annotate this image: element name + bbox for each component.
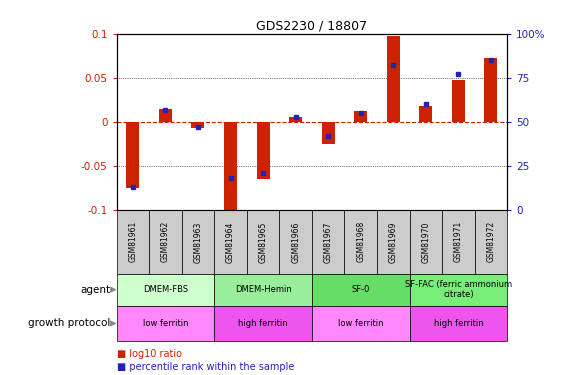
Bar: [354, 111, 367, 122]
Bar: [419, 106, 433, 122]
Bar: [312, 306, 409, 341]
Text: GSM81972: GSM81972: [486, 221, 496, 262]
Bar: [312, 274, 409, 306]
Bar: [377, 210, 409, 274]
Text: ■ percentile rank within the sample: ■ percentile rank within the sample: [117, 362, 294, 372]
Text: SF-0: SF-0: [352, 285, 370, 294]
Bar: [214, 306, 312, 341]
Bar: [345, 210, 377, 274]
Text: growth protocol: growth protocol: [29, 318, 111, 328]
Bar: [117, 210, 149, 274]
Bar: [322, 122, 335, 144]
Bar: [149, 210, 182, 274]
Title: GDS2230 / 18807: GDS2230 / 18807: [257, 20, 367, 33]
Bar: [484, 58, 497, 122]
Text: GSM81970: GSM81970: [422, 221, 430, 262]
Bar: [159, 109, 172, 122]
Bar: [289, 117, 302, 122]
Text: low ferritin: low ferritin: [338, 319, 384, 328]
Text: GSM81964: GSM81964: [226, 221, 235, 262]
Bar: [442, 210, 475, 274]
Bar: [214, 210, 247, 274]
Text: GSM81962: GSM81962: [161, 221, 170, 262]
Bar: [127, 122, 139, 188]
Bar: [409, 306, 507, 341]
Text: agent: agent: [80, 285, 111, 295]
Text: high ferritin: high ferritin: [238, 319, 288, 328]
Bar: [452, 80, 465, 122]
Text: ■ log10 ratio: ■ log10 ratio: [117, 350, 181, 359]
Text: GSM81963: GSM81963: [194, 221, 202, 262]
Bar: [224, 122, 237, 214]
Bar: [475, 210, 507, 274]
Text: GSM81967: GSM81967: [324, 221, 333, 262]
Bar: [409, 210, 442, 274]
Bar: [279, 210, 312, 274]
Bar: [191, 122, 205, 128]
Bar: [247, 210, 279, 274]
Text: GSM81968: GSM81968: [356, 221, 365, 262]
Bar: [182, 210, 214, 274]
Bar: [117, 306, 215, 341]
Bar: [257, 122, 269, 179]
Bar: [387, 36, 400, 122]
Text: GSM81966: GSM81966: [291, 221, 300, 262]
Bar: [312, 210, 345, 274]
Text: GSM81969: GSM81969: [389, 221, 398, 262]
Bar: [214, 274, 312, 306]
Text: GSM81971: GSM81971: [454, 221, 463, 262]
Text: DMEM-FBS: DMEM-FBS: [143, 285, 188, 294]
Text: DMEM-Hemin: DMEM-Hemin: [235, 285, 292, 294]
Text: GSM81965: GSM81965: [259, 221, 268, 262]
Text: low ferritin: low ferritin: [143, 319, 188, 328]
Bar: [409, 274, 507, 306]
Text: high ferritin: high ferritin: [434, 319, 483, 328]
Text: SF-FAC (ferric ammonium
citrate): SF-FAC (ferric ammonium citrate): [405, 280, 512, 299]
Bar: [117, 274, 215, 306]
Text: GSM81961: GSM81961: [128, 221, 138, 262]
